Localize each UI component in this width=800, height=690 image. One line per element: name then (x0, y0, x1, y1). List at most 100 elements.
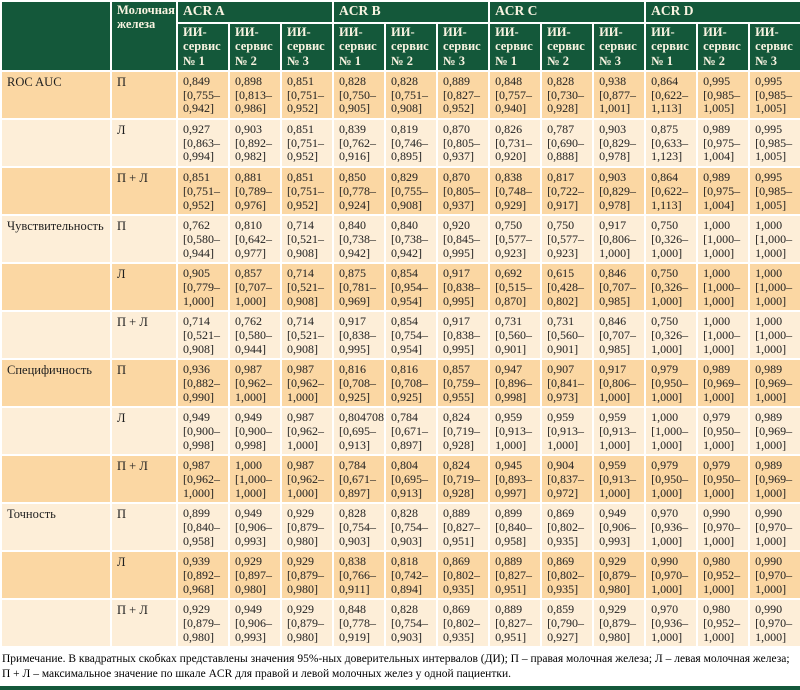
cell-ci-high: 0,980] (235, 581, 266, 596)
data-cell: 0,828 [0,730– 0,928] (540, 70, 595, 121)
cell-value: 0,826 (495, 122, 523, 137)
data-cell: 0,750 [0,577– 0,923] (540, 214, 595, 265)
cell-ci-high: 0,985] (599, 341, 631, 356)
cell-value: 0,869 (547, 506, 575, 521)
cell-value: 0,816 (391, 362, 419, 377)
data-cell: 0,949 [0,906– 0,993] (228, 598, 282, 649)
cell-ci-high: 1,000] (755, 533, 787, 548)
cell-ci-low: [0,577– (547, 231, 585, 246)
data-cell: 0,929 [0,879– 0,980] (279, 550, 335, 601)
ai-service-header: ИИ-сервис № 1 (332, 21, 387, 73)
ai-service-header: ИИ-сервис № 3 (279, 21, 335, 73)
cell-ci-low: [0,580– (183, 231, 220, 246)
data-cell: 1,000 [1,000– 1,000] (748, 310, 800, 361)
data-cell: 0,990 [0,970– 1,000] (748, 598, 800, 649)
ai-service-header: ИИ-сервис № 3 (592, 21, 647, 73)
data-cell: 0,936 [0,882– 0,990] (176, 358, 230, 409)
cell-ci-high: 0,993] (235, 533, 266, 548)
ai-service-header: ИИ-сервис № 1 (644, 21, 699, 73)
cell-value: 0,819 (391, 122, 419, 137)
cell-value: 0,828 (339, 506, 367, 521)
cell-value: 0,804 (391, 458, 419, 473)
cell-ci-low: [0,751– (287, 135, 324, 150)
cell-ci-low: [0,838– (339, 327, 377, 342)
cell-value: 0,947 (495, 362, 523, 377)
cell-ci-low: [0,746– (391, 135, 429, 150)
cell-value: 0,938 (599, 74, 627, 89)
cell-value: 0,828 (391, 602, 419, 617)
cell-value: 0,995 (755, 170, 783, 185)
data-cell: 0,920 [0,845– 0,995] (436, 214, 491, 265)
cell-ci-high: 0,935] (547, 581, 579, 596)
cell-ci-high: 1,005] (755, 101, 787, 116)
cell-ci-low: [0,708– (391, 375, 429, 390)
cell-value: 0,959 (599, 458, 627, 473)
data-cell: 0,750 [0,326– 1,000] (644, 310, 699, 361)
cell-value: 0,903 (599, 122, 627, 137)
cell-ci-low: [0,577– (495, 231, 533, 246)
table-row: Л 0,905 [0,779– 1,000] 0,857 [0,707– 1,000] 0,7… (0, 262, 800, 313)
cell-ci-high: 0,916] (339, 149, 371, 164)
cell-value: 1,000 (651, 410, 679, 425)
cell-ci-low: [0,879– (599, 615, 637, 630)
cell-value: 0,990 (755, 554, 783, 569)
cell-value: 0,714 (287, 218, 314, 233)
cell-ci-high: 1,000] (235, 389, 266, 404)
cell-ci-high: 1,000] (183, 293, 214, 308)
ai-service-header: ИИ-сервис № 2 (228, 21, 282, 73)
cell-ci-high: 0,923] (547, 245, 579, 260)
breast-label-cell: П + Л (110, 454, 178, 505)
cell-ci-low: [0,671– (391, 423, 429, 438)
cell-ci-low: [0,893– (495, 471, 533, 486)
cell-ci-high: 0,870] (495, 293, 527, 308)
cell-value: 0,828 (547, 74, 575, 89)
ai-service-header: ИИ-сервис № 1 (488, 21, 543, 73)
data-cell: 0,750 [0,326– 1,000] (644, 262, 699, 313)
data-cell: 1,000 [1,000– 1,000] (228, 454, 282, 505)
cell-value: 0,903 (599, 170, 627, 185)
cell-ci-low: [1,000– (651, 423, 689, 438)
cell-ci-high: 0,940] (495, 101, 527, 116)
data-cell: 0,987 [0,962– 1,000] (279, 358, 335, 409)
cell-value: 0,989 (755, 362, 783, 377)
data-cell: 0,828 [0,754– 0,903] (332, 502, 387, 553)
cell-ci-high: 1,005] (755, 149, 787, 164)
cell-ci-low: [0,837– (547, 471, 585, 486)
cell-ci-low: [0,827– (443, 87, 481, 102)
cell-ci-low: [0,326– (651, 327, 689, 342)
cell-ci-low: [0,730– (547, 87, 585, 102)
cell-ci-high: 0,937] (443, 197, 475, 212)
cell-ci-high: 0,944] (183, 245, 214, 260)
cell-value: 0,870 (443, 170, 471, 185)
data-cell: 0,989 [0,975– 1,004] (696, 166, 751, 217)
data-cell: 0,899 [0,840– 0,958] (176, 502, 230, 553)
cell-ci-high: 1,000] (703, 341, 735, 356)
cell-value: 0,750 (651, 314, 679, 329)
table-row: П + Л 0,987 [0,962– 1,000] 1,000 [1,000– 1,000… (0, 454, 800, 505)
data-cell: 0,959 [0,913– 1,000] (592, 454, 647, 505)
cell-value: 0,854 (391, 314, 419, 329)
cell-value: 0,838 (339, 554, 367, 569)
cell-ci-high: 0,972] (547, 485, 579, 500)
cell-ci-high: 0,888] (547, 149, 579, 164)
data-cell: 0,989 [0,969– 1,000] (696, 358, 751, 409)
cell-ci-high: 0,997] (495, 485, 527, 500)
cell-ci-low: [0,813– (235, 87, 272, 102)
data-cell: 0,917 [0,806– 1,000] (592, 214, 647, 265)
metric-label-cell: Чувствительность (0, 214, 112, 265)
cell-ci-high: 0,982] (235, 149, 266, 164)
cell-value: 0,692 (495, 266, 523, 281)
cell-ci-high: 1,000] (755, 629, 787, 644)
cell-value: 1,000 (703, 314, 731, 329)
cell-ci-low: [0,950– (651, 375, 689, 390)
metric-label-cell (0, 166, 112, 217)
cell-value: 0,959 (495, 410, 523, 425)
table-header: Молочная железа ACR A ACR B ACR C ACR D ИИ-се… (0, 0, 800, 73)
cell-value: 0,949 (599, 506, 627, 521)
data-cell: 0,980 [0,952– 1,000] (696, 598, 751, 649)
data-cell: 0,929 [0,879– 0,980] (592, 550, 647, 601)
data-cell: 0,750 [0,326– 1,000] (644, 214, 699, 265)
cell-ci-low: [0,827– (495, 567, 533, 582)
cell-ci-high: 1,000] (495, 437, 527, 452)
cell-ci-low: [0,829– (599, 135, 637, 150)
